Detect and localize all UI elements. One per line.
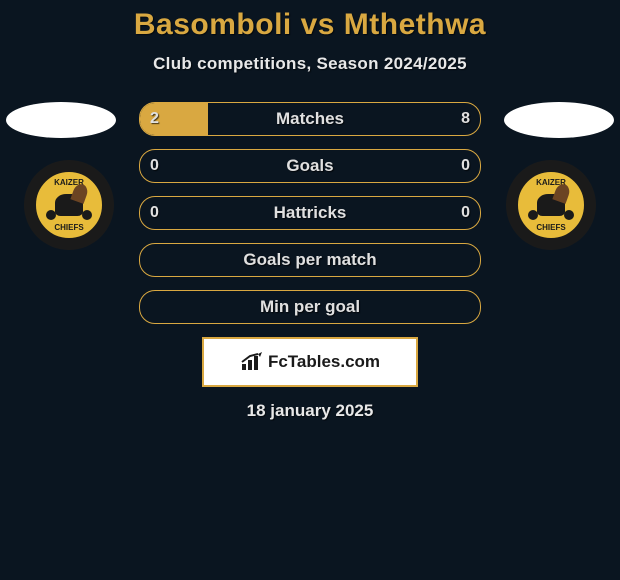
stat-value-left: 0 xyxy=(150,204,159,222)
brand-text: FcTables.com xyxy=(268,352,380,372)
stats-area: KAIZER CHIEFS KAIZER CHIEFS 2 8 Matches 0 0 G… xyxy=(0,102,620,421)
stat-row: Goals per match xyxy=(139,243,481,277)
player-right-avatar xyxy=(504,102,614,138)
stat-rows: 2 8 Matches 0 0 Goals 0 0 Hattricks Goals per mat… xyxy=(139,102,481,324)
team-logo-right-text-bottom: CHIEFS xyxy=(536,223,565,232)
stat-label: Min per goal xyxy=(260,297,360,317)
team-logo-left: KAIZER CHIEFS xyxy=(24,160,114,250)
stat-value-right: 8 xyxy=(461,110,470,128)
brand-box[interactable]: FcTables.com xyxy=(202,337,418,387)
team-logo-left-text-bottom: CHIEFS xyxy=(54,223,83,232)
stat-row: 0 0 Hattricks xyxy=(139,196,481,230)
team-logo-left-inner: KAIZER CHIEFS xyxy=(34,170,104,240)
stat-value-left: 2 xyxy=(150,110,159,128)
team-logo-right: KAIZER CHIEFS xyxy=(506,160,596,250)
stat-row: 0 0 Goals xyxy=(139,149,481,183)
player-left-avatar xyxy=(6,102,116,138)
chart-icon xyxy=(240,352,264,372)
ball-icon xyxy=(564,210,574,220)
stat-row: Min per goal xyxy=(139,290,481,324)
stat-label: Hattricks xyxy=(274,203,347,223)
stat-label: Matches xyxy=(276,109,344,129)
stat-value-right: 0 xyxy=(461,157,470,175)
stat-value-right: 0 xyxy=(461,204,470,222)
page-title: Basomboli vs Mthethwa xyxy=(0,8,620,42)
comparison-card: Basomboli vs Mthethwa Club competitions,… xyxy=(0,0,620,421)
chief-head-icon xyxy=(55,194,83,216)
date-text: 18 january 2025 xyxy=(0,401,620,421)
stat-value-left: 0 xyxy=(150,157,159,175)
team-logo-right-inner: KAIZER CHIEFS xyxy=(516,170,586,240)
ball-icon xyxy=(528,210,538,220)
stat-label: Goals xyxy=(286,156,333,176)
stat-label: Goals per match xyxy=(243,250,376,270)
subtitle: Club competitions, Season 2024/2025 xyxy=(0,54,620,74)
chief-head-icon xyxy=(537,194,565,216)
ball-icon xyxy=(46,210,56,220)
ball-icon xyxy=(82,210,92,220)
stat-row: 2 8 Matches xyxy=(139,102,481,136)
